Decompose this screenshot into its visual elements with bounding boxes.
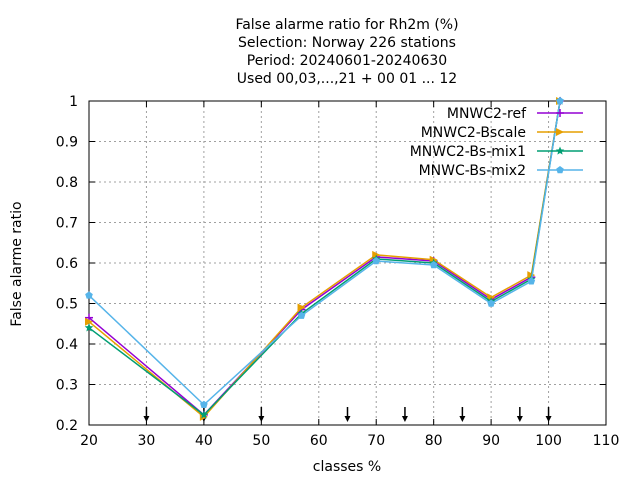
legend-label: MNWC2-ref [447, 106, 527, 122]
legend-label: MNWC2-Bs-mix1 [410, 144, 526, 160]
y-tick-label: 0.3 [56, 378, 78, 394]
data-point [85, 291, 93, 299]
x-tick-label: 110 [593, 433, 620, 449]
data-point [200, 400, 208, 408]
y-tick-label: 0.8 [56, 175, 78, 191]
x-tick-label: 30 [138, 433, 156, 449]
x-tick-label: 20 [80, 433, 98, 449]
legend-label: MNWC2-Bscale [421, 125, 526, 141]
arrow-marker [401, 407, 408, 422]
legend-marker [556, 166, 564, 174]
chart-title: False alarme ratio for Rh2m (%) Selection… [235, 17, 458, 87]
legend-marker [555, 146, 565, 155]
x-tick-label: 70 [367, 433, 385, 449]
y-tick-label: 0.7 [56, 216, 78, 232]
legend-marker [556, 128, 564, 136]
arrow-marker [459, 407, 466, 422]
arrow-marker [545, 407, 552, 422]
legend-marker [556, 109, 564, 117]
y-tick-label: 0.9 [56, 135, 78, 151]
x-tick-label: 40 [195, 433, 213, 449]
arrow-marker [516, 407, 523, 422]
series-line [88, 100, 561, 416]
data-point [297, 303, 306, 312]
legend: MNWC2-ref MNWC2-Bscale MNWC2-Bs-mix1 MNWC-B… [410, 106, 583, 179]
title-line: False alarme ratio for Rh2m (%) [235, 17, 458, 33]
x-tick-label: 100 [535, 433, 562, 449]
arrow-marker [258, 407, 265, 422]
data-point [84, 323, 94, 332]
data-point [527, 277, 536, 285]
y-tick-label: 0.2 [56, 418, 78, 434]
x-tick-label: 90 [482, 433, 500, 449]
x-axis-ticks: 20 30 40 50 60 70 80 90 100 110 [80, 101, 619, 449]
title-line: Used 00,03,...,21 + 00 01 ... 12 [237, 71, 457, 87]
series-mnwc-bs-mix2 [85, 97, 564, 408]
grid-lines [89, 101, 606, 425]
y-tick-label: 0.4 [56, 337, 78, 353]
data-point [85, 317, 93, 326]
data-series [84, 96, 565, 421]
y-tick-label: 1 [69, 94, 78, 110]
data-point [556, 97, 564, 105]
plot-frame [88, 100, 607, 426]
arrow-marker [344, 407, 351, 422]
legend-label: MNWC-Bs-mix2 [419, 163, 526, 179]
x-axis-label: classes % [313, 459, 381, 475]
arrow-marker [143, 407, 150, 422]
data-point [372, 256, 381, 265]
y-tick-label: 0.6 [56, 256, 78, 272]
x-tick-label: 60 [310, 433, 328, 449]
title-line: Period: 20240601-20240630 [247, 53, 447, 69]
y-tick-label: 0.5 [56, 297, 78, 313]
data-point [429, 261, 438, 269]
data-point [297, 311, 306, 319]
data-point [199, 410, 209, 419]
arrow-markers [143, 407, 552, 422]
x-tick-label: 80 [425, 433, 443, 449]
series-line [88, 100, 561, 406]
y-axis-label: False alarme ratio [9, 201, 25, 326]
title-line: Selection: Norway 226 stations [238, 35, 456, 51]
y-axis-ticks: 0.2 0.3 0.4 0.5 0.6 0.7 0.8 0.9 1 [56, 94, 606, 434]
x-tick-label: 50 [252, 433, 270, 449]
data-point [487, 299, 495, 307]
